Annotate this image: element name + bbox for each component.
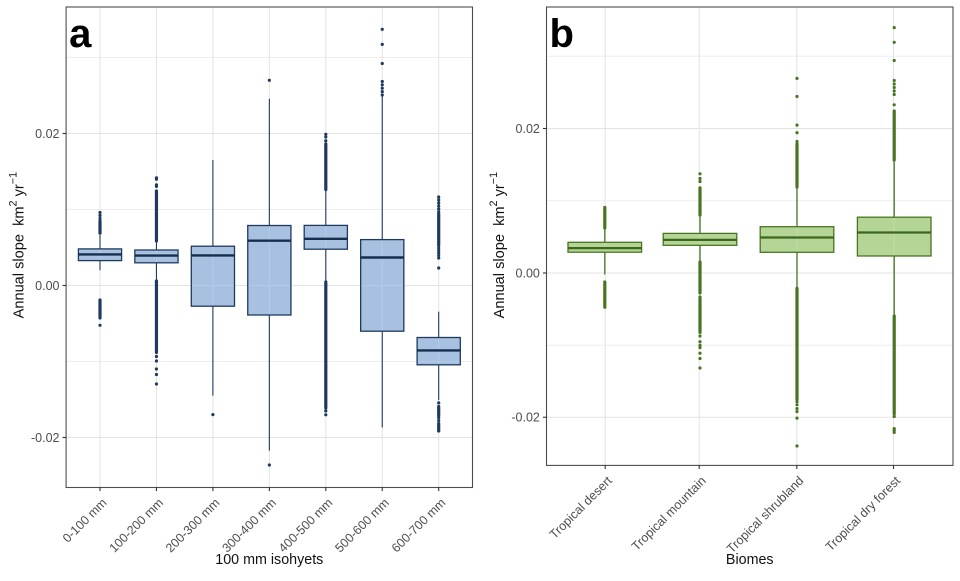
svg-text:a: a	[69, 12, 92, 56]
svg-text:Annual slope km2 yr−1: Annual slope km2 yr−1	[488, 172, 508, 319]
svg-text:-0.02: -0.02	[31, 431, 60, 445]
svg-text:0.02: 0.02	[516, 122, 540, 136]
svg-text:100 mm isohyets: 100 mm isohyets	[215, 552, 323, 568]
svg-text:0.00: 0.00	[516, 266, 540, 280]
svg-text:Biomes: Biomes	[726, 552, 774, 568]
svg-text:0.00: 0.00	[35, 279, 59, 293]
svg-text:Annual slope km2 yr−1: Annual slope km2 yr−1	[8, 172, 28, 319]
svg-text:-0.02: -0.02	[511, 411, 540, 425]
svg-text:b: b	[550, 12, 574, 56]
svg-text:0.02: 0.02	[35, 127, 59, 141]
